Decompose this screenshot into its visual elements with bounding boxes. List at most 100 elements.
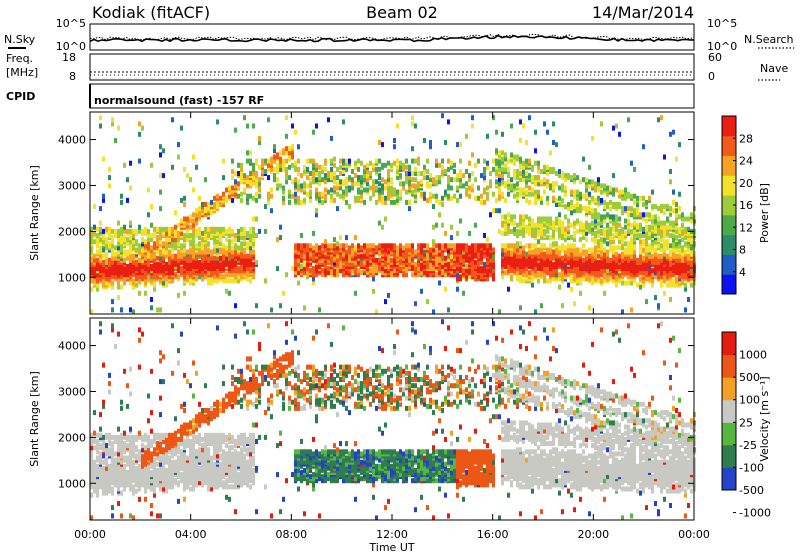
- power-cell: [360, 193, 363, 199]
- power-cell: [414, 266, 417, 272]
- power-cell: [573, 301, 576, 307]
- velocity-cell: [132, 445, 135, 451]
- power-cell: [675, 276, 678, 282]
- power-cell: [156, 239, 159, 245]
- power-cell: [636, 257, 639, 263]
- power-cell: [510, 228, 513, 234]
- power-cell: [408, 206, 411, 212]
- power-cell: [381, 183, 384, 189]
- power-cell: [354, 255, 357, 261]
- power-cell: [591, 230, 594, 236]
- power-cell: [567, 249, 570, 255]
- power-cell: [288, 150, 291, 156]
- power-cell: [486, 164, 489, 170]
- power-cell: [384, 243, 387, 249]
- velocity-cell: [138, 455, 141, 461]
- power-cell: [381, 197, 384, 203]
- power-cell: [324, 187, 327, 193]
- power-cell: [147, 187, 150, 193]
- power-cell: [498, 189, 501, 195]
- power-cell: [150, 305, 153, 311]
- velocity-cell: [93, 463, 96, 469]
- power-cell: [492, 253, 495, 259]
- power-cell: [609, 206, 612, 212]
- power-cell: [129, 249, 132, 255]
- power-cell: [372, 179, 375, 185]
- power-cell: [306, 253, 309, 259]
- power-cell: [459, 177, 462, 183]
- power-cell: [423, 169, 426, 174]
- power-cell: [399, 164, 402, 170]
- power-cell: [189, 247, 192, 253]
- power-cell: [267, 158, 270, 164]
- power-cell: [600, 243, 603, 249]
- power-cell: [546, 266, 549, 272]
- power-cell: [597, 199, 600, 205]
- velocity-cell: [126, 455, 129, 461]
- power-cell: [441, 270, 444, 276]
- power-cell: [522, 251, 525, 257]
- power-cell: [327, 177, 330, 183]
- power-cell: [570, 253, 573, 259]
- power-cell: [537, 189, 540, 195]
- velocity-cell: [96, 492, 99, 498]
- power-cell: [387, 249, 390, 255]
- power-cell: [303, 197, 306, 203]
- power-cell: [171, 117, 174, 123]
- power-cell: [453, 177, 456, 183]
- power-cell: [534, 199, 537, 205]
- power-cell: [666, 239, 669, 245]
- power-cell: [159, 249, 162, 255]
- power-cell: [384, 179, 387, 185]
- power-cell: [465, 243, 468, 249]
- power-cell: [312, 245, 315, 251]
- power-cell: [669, 220, 672, 226]
- power-cell: [615, 123, 618, 129]
- power-cell: [96, 226, 99, 232]
- power-cell: [297, 280, 300, 286]
- power-cell: [516, 257, 519, 263]
- power-cell: [90, 249, 93, 255]
- power-cell: [477, 259, 480, 265]
- power-cell: [435, 197, 438, 203]
- power-cell: [210, 233, 213, 238]
- power-cell: [504, 197, 507, 203]
- power-cell: [609, 257, 612, 263]
- power-cell: [582, 249, 585, 255]
- power-cell: [114, 228, 117, 234]
- power-cell: [480, 274, 483, 280]
- power-cell: [240, 173, 243, 179]
- power-cell: [132, 278, 135, 284]
- power-cell: [264, 158, 267, 164]
- power-cell: [108, 257, 111, 263]
- power-cell: [456, 173, 459, 179]
- power-cell: [333, 171, 336, 176]
- power-cell: [129, 220, 132, 226]
- velocity-cell: [117, 455, 120, 461]
- power-cell: [294, 253, 297, 259]
- power-cell: [624, 206, 627, 212]
- power-cell: [495, 158, 498, 164]
- power-cell: [420, 253, 423, 259]
- power-cell: [534, 272, 537, 278]
- power-cell: [588, 305, 591, 311]
- power-cell: [561, 247, 564, 253]
- velocity-cell: [105, 451, 108, 457]
- power-cell: [591, 270, 594, 276]
- power-cell: [555, 181, 558, 187]
- power-cell: [369, 195, 372, 201]
- power-cell: [321, 169, 324, 174]
- power-cell: [216, 119, 219, 125]
- power-cell: [240, 264, 243, 269]
- power-cell: [648, 212, 651, 218]
- power-cell: [624, 218, 627, 224]
- power-cell: [327, 189, 330, 195]
- power-cell: [345, 199, 348, 205]
- power-cell: [285, 133, 288, 139]
- nsearch-label: N.Search: [744, 33, 794, 46]
- power-cell: [345, 270, 348, 276]
- power-cell: [171, 226, 174, 232]
- power-cell: [384, 199, 387, 205]
- power-cell: [339, 259, 342, 265]
- noise-strip-frame: [89, 23, 695, 51]
